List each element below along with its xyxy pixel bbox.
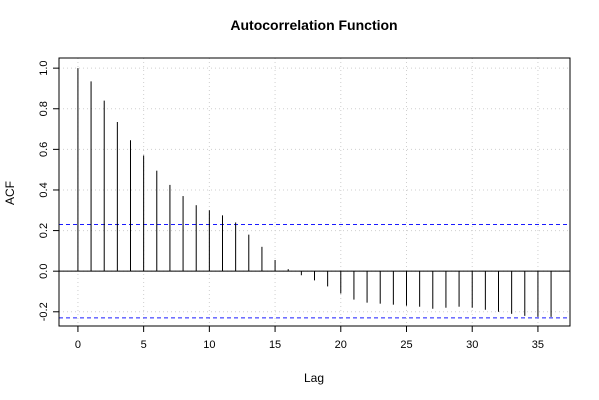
y-tick-label: 1.0: [38, 61, 50, 76]
y-axis: -0.2 0.0 0.2 0.4 0.6 0.8 1.0: [38, 61, 59, 321]
y-tick-label: -0.2: [38, 302, 50, 321]
y-tick-label: 0.2: [38, 223, 50, 238]
plot-frame: [58, 57, 571, 327]
confidence-bounds: [59, 223, 570, 319]
y-tick-label: 0.8: [38, 101, 50, 116]
x-axis-title: Lag: [304, 371, 324, 385]
x-axis: 0 5 10 15 20 25 30 35: [75, 326, 544, 351]
acf-bars: [77, 68, 552, 317]
x-tick-label: 25: [400, 339, 412, 351]
y-tick-label: 0.4: [38, 182, 50, 197]
x-tick-label: 5: [141, 339, 147, 351]
x-tick-label: 35: [532, 339, 544, 351]
y-axis-title: ACF: [3, 181, 17, 205]
x-tick-label: 0: [75, 339, 81, 351]
chart-title: Autocorrelation Function: [230, 17, 397, 33]
grid-lines: [59, 58, 570, 326]
y-tick-label: 0.0: [38, 264, 50, 279]
y-tick-label: 0.6: [38, 142, 50, 157]
x-tick-label: 30: [466, 339, 478, 351]
x-tick-label: 15: [269, 339, 281, 351]
x-tick-label: 20: [335, 339, 347, 351]
x-tick-label: 10: [203, 339, 215, 351]
